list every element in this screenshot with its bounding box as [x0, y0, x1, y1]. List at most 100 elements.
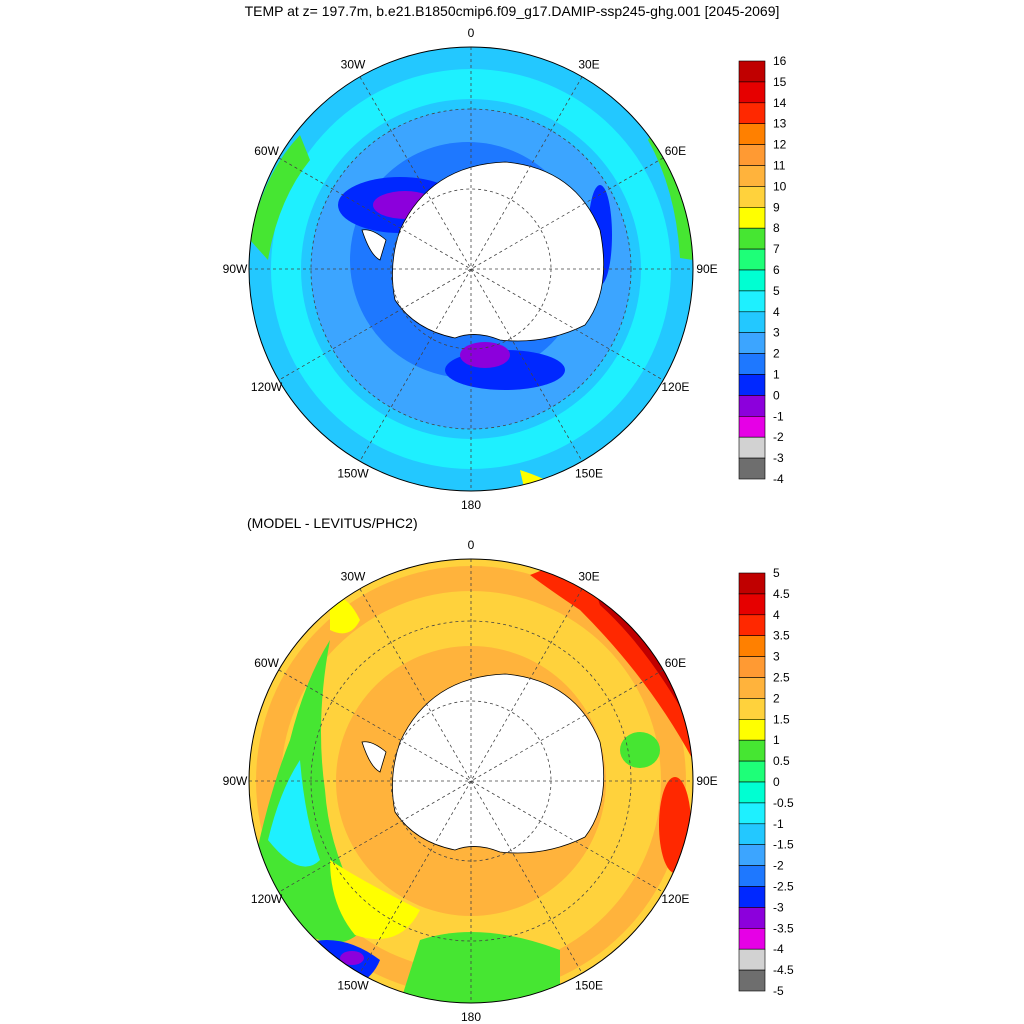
longitude-labels-top: 0 30E 60E 90E 120E 150E 180 150W 120W 90W 60W 30W [223, 26, 718, 512]
colorbar-tick-label: 1 [773, 733, 780, 747]
colorbar-tick-label: -4.5 [773, 963, 794, 977]
longitude-label: 120W [251, 892, 283, 906]
colorbar-tick-label: 11 [773, 159, 786, 173]
colorbar-swatch [738, 969, 766, 992]
colorbar-swatch [738, 614, 766, 636]
colorbar-swatch [738, 865, 766, 887]
colorbar-swatch [738, 802, 766, 825]
longitude-label: 30E [578, 58, 599, 72]
colorbar-tick-label: 6 [773, 263, 780, 277]
colorbar-tick-label: 0 [773, 775, 780, 789]
graticule-top [249, 47, 693, 491]
colorbar-swatch [738, 844, 766, 866]
colorbar-swatch [738, 886, 766, 908]
colorbar-swatch [738, 457, 766, 480]
colorbar-swatch [738, 948, 766, 971]
colorbar-tick-label: -2 [773, 430, 784, 444]
colorbar-tick-label: 3 [773, 326, 780, 340]
colorbar-swatch [738, 593, 766, 616]
colorbar-swatch [738, 656, 766, 678]
difference-map: 0 30E 60E 90E 120E 150E 180 150W 120W 90W 60W 30W 5… [223, 538, 794, 1024]
longitude-label: 60E [665, 656, 686, 670]
graticule-bottom [249, 559, 693, 1003]
colorbar-tick-label: -1.5 [773, 838, 794, 852]
colorbar-swatch [738, 60, 766, 83]
colorbar-tick-label: 0.5 [773, 754, 790, 768]
longitude-label: 120W [251, 380, 283, 394]
colorbar-tick-label: 12 [773, 138, 787, 152]
longitude-label: 90E [696, 262, 717, 276]
longitude-label: 90W [223, 774, 248, 788]
colorbar-swatch [738, 269, 766, 292]
colorbar-tick-label: -4 [773, 472, 784, 486]
colorbar-swatch [738, 907, 766, 929]
colorbar-tick-label: 4 [773, 608, 780, 622]
colorbar-tick-label: 1.5 [773, 712, 790, 726]
longitude-label: 60E [665, 144, 686, 158]
longitude-label: 90E [696, 774, 717, 788]
colorbar-swatch [738, 353, 766, 375]
colorbar-tick-label: -4 [773, 942, 784, 956]
colorbar-swatch [738, 572, 766, 595]
longitude-label: 90W [223, 262, 248, 276]
colorbar-tick-label: 0 [773, 388, 780, 402]
longitude-label: 180 [461, 498, 481, 512]
colorbar-swatch [738, 739, 766, 762]
colorbar-swatch [738, 823, 766, 845]
colorbar-tick-label: 3 [773, 650, 780, 664]
colorbar-tick-label: -1 [773, 817, 784, 831]
colorbar-tick-label: -3.5 [773, 921, 794, 935]
colorbar-tick-label: 3.5 [773, 629, 790, 643]
colorbar-swatch [738, 415, 766, 438]
longitude-label: 180 [461, 1010, 481, 1024]
colorbar-swatch [738, 332, 766, 354]
colorbar-tick-label: 13 [773, 117, 787, 131]
colorbar-swatch [738, 635, 766, 657]
colorbar-swatch [738, 81, 766, 104]
difference-panel-title: (MODEL - LEVITUS/PHC2) [247, 515, 418, 531]
colorbar-swatch [738, 102, 766, 125]
longitude-labels-bottom: 0 30E 60E 90E 120E 150E 180 150W 120W 90W 60W 30W [223, 538, 718, 1024]
colorbar-swatch [738, 760, 766, 783]
colorbar-tick-label: -5 [773, 984, 784, 998]
colorbar-tick-label: 1 [773, 368, 780, 382]
colorbar-tick-label: -2.5 [773, 880, 794, 894]
longitude-label: 150E [575, 978, 603, 992]
longitude-label: 0 [468, 538, 475, 552]
colorbar-tick-label: -3 [773, 451, 784, 465]
colorbar-swatch [738, 165, 766, 187]
colorbar-tick-label: 7 [773, 242, 780, 256]
colorbar-tick-label: 9 [773, 200, 780, 214]
longitude-label: 150W [337, 466, 369, 480]
colorbar-tick-label: -1 [773, 409, 784, 423]
colorbar-swatch [738, 227, 766, 250]
colorbar-swatch [738, 781, 766, 804]
longitude-label: 0 [468, 26, 475, 40]
colorbar-swatch [738, 374, 766, 396]
colorbar-swatch [738, 395, 766, 417]
colorbar-swatch [738, 186, 766, 208]
colorbar-tick-label: -0.5 [773, 796, 794, 810]
colorbar-swatch [738, 677, 766, 699]
colorbar-tick-label: 16 [773, 54, 787, 68]
longitude-label: 30E [578, 570, 599, 584]
colorbar-tick-label: 5 [773, 284, 780, 298]
colorbar-tick-label: 14 [773, 96, 787, 110]
colorbar-tick-label: 10 [773, 179, 787, 193]
longitude-label: 60W [254, 144, 279, 158]
colorbar-swatch [738, 927, 766, 950]
colorbar-tick-label: 15 [773, 75, 787, 89]
colorbar-tick-label: -3 [773, 900, 784, 914]
colorbar-swatch [738, 207, 766, 229]
colorbar-tick-label: 5 [773, 566, 780, 580]
colorbar-swatch [738, 144, 766, 166]
colorbar-tick-label: 8 [773, 221, 780, 235]
colorbar-swatch [738, 248, 766, 271]
colorbar-swatch [738, 290, 766, 313]
colorbar-tick-label: 2 [773, 347, 780, 361]
colorbar-tick-label: 2 [773, 691, 780, 705]
colorbar-swatch [738, 718, 766, 741]
